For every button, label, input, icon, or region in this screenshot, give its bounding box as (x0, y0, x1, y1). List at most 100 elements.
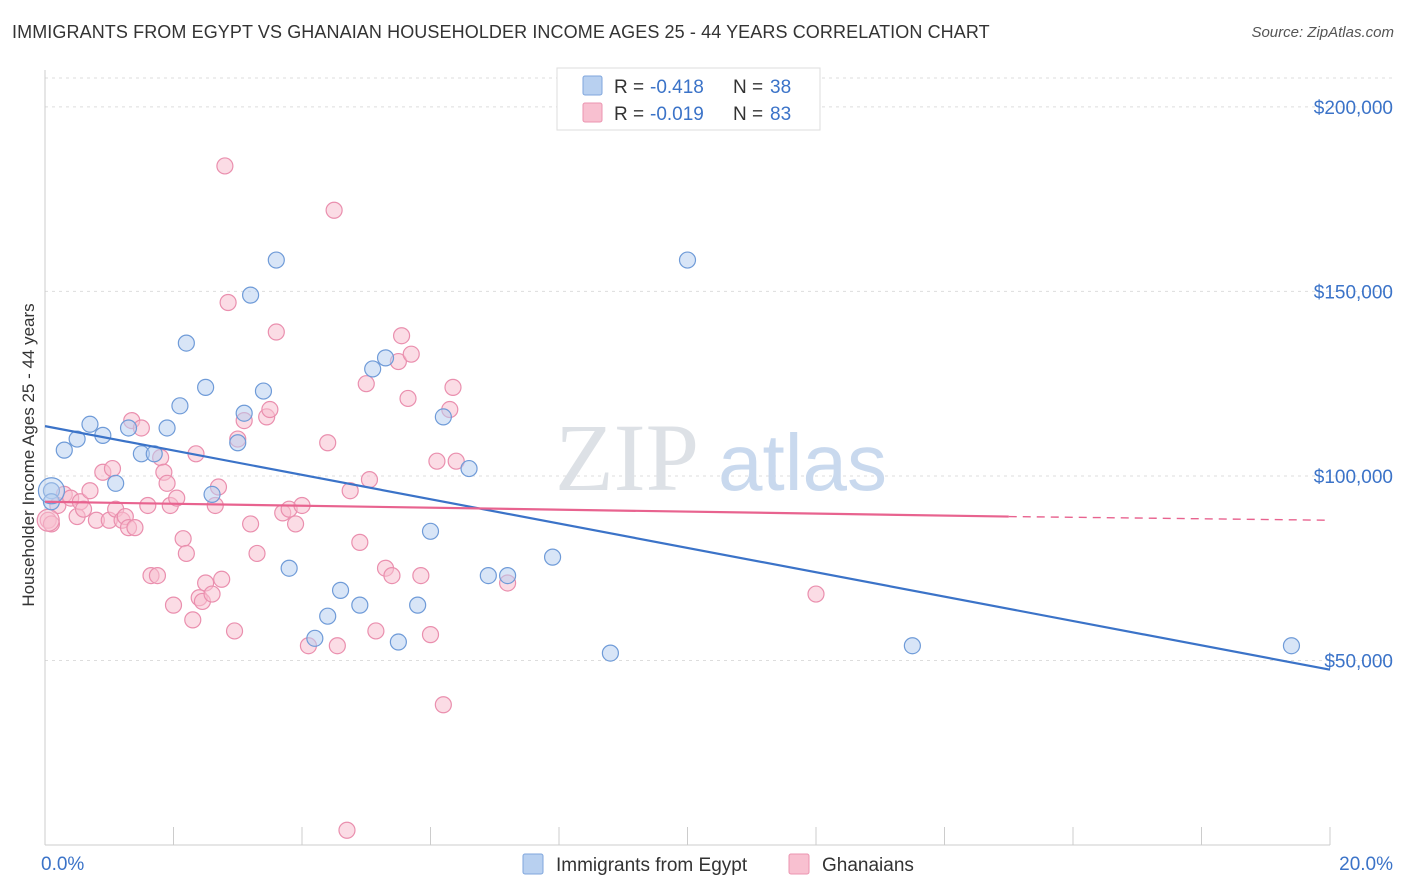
data-point-ghanaians (341, 482, 359, 500)
data-point-ghanaians (360, 471, 379, 489)
legend-swatch-egypt (522, 853, 544, 875)
data-point-ghanaians (242, 515, 260, 533)
data-point-ghanaians (392, 327, 411, 345)
data-point-egypt (409, 596, 427, 614)
data-point-ghanaians (36, 508, 60, 532)
data-point-egypt (434, 408, 452, 426)
data-point-ghanaians (261, 400, 279, 419)
watermark-zip: ZIP (555, 404, 699, 511)
data-point-egypt (543, 548, 562, 566)
data-point-ghanaians (328, 637, 346, 655)
x-tick-label: 0.0% (41, 854, 84, 875)
data-point-ghanaians (168, 489, 186, 507)
data-point-egypt (177, 334, 195, 352)
data-point-egypt (197, 378, 215, 396)
data-point-ghanaians (177, 544, 195, 563)
data-point-ghanaians (103, 459, 122, 478)
data-point-egypt (331, 581, 350, 599)
stats-n-label-ghanaians: N = (733, 104, 763, 125)
series-egypt-points (37, 251, 1301, 662)
data-point-egypt (319, 607, 337, 625)
data-point-egypt (601, 644, 620, 662)
data-point-ghanaians (447, 452, 465, 470)
data-point-ghanaians (428, 452, 446, 470)
data-point-ghanaians (807, 585, 825, 603)
stats-legend: R = -0.418 N = 38 R = -0.019 N = 83 (556, 67, 821, 131)
data-point-egypt (364, 360, 382, 378)
chart-title: IMMIGRANTS FROM EGYPT VS GHANAIAN HOUSEH… (12, 22, 990, 42)
stats-r-value-ghanaians: -0.019 (650, 104, 704, 125)
data-point-egypt (306, 629, 324, 647)
data-point-ghanaians (184, 611, 202, 629)
y-axis-label: Householder Income Ages 25 - 44 years (19, 303, 38, 606)
y-tick-labels: $50,000 $100,000 $150,000 $200,000 (1314, 98, 1393, 673)
data-point-egypt (376, 349, 395, 367)
data-point-egypt (254, 382, 273, 400)
data-point-ghanaians (174, 530, 192, 548)
y-tick-label: $50,000 (1324, 651, 1393, 672)
data-point-ghanaians (383, 566, 401, 585)
data-point-egypt (81, 415, 99, 433)
data-point-egypt (171, 397, 189, 415)
stats-swatch-egypt (582, 75, 603, 96)
series-ghanaians-points (36, 157, 825, 839)
y-tick-label: $200,000 (1314, 98, 1393, 119)
stats-swatch-ghanaians (582, 102, 603, 123)
data-point-egypt (421, 522, 440, 540)
data-point-egypt (235, 404, 253, 422)
data-point-egypt (479, 566, 497, 585)
data-point-ghanaians (421, 626, 440, 644)
data-point-ghanaians (139, 496, 157, 515)
data-point-egypt (55, 441, 73, 459)
gridlines (45, 77, 1395, 661)
data-point-egypt (678, 251, 697, 269)
data-point-egypt (460, 459, 478, 478)
data-point-egypt (389, 633, 407, 651)
trend-line-ghanaians-extension (1008, 515, 1331, 521)
data-point-egypt (68, 430, 86, 448)
watermark: ZIP atlas (555, 404, 887, 511)
data-point-egypt (903, 637, 921, 655)
data-point-ghanaians (351, 533, 369, 551)
data-point-egypt (1282, 637, 1301, 655)
stats-n-value-ghanaians: 83 (770, 104, 791, 125)
data-point-ghanaians (402, 345, 420, 363)
data-point-ghanaians (203, 585, 221, 603)
data-point-egypt (37, 477, 66, 505)
data-point-ghanaians (148, 566, 167, 585)
data-point-ghanaians (267, 323, 285, 341)
data-point-ghanaians (286, 515, 305, 533)
data-point-egypt (229, 434, 247, 452)
stats-r-value-egypt: -0.418 (650, 77, 704, 98)
data-point-egypt (267, 251, 285, 269)
data-point-egypt (351, 596, 369, 614)
trend-line-egypt (44, 425, 1331, 671)
data-point-ghanaians (74, 500, 93, 518)
data-point-ghanaians (357, 375, 375, 393)
legend-swatch-ghanaians (788, 853, 810, 875)
data-point-egypt (203, 485, 221, 504)
data-point-egypt (242, 286, 260, 304)
data-point-ghanaians (399, 389, 417, 408)
data-point-egypt (119, 419, 138, 437)
y-tick-label: $150,000 (1314, 282, 1393, 303)
data-point-ghanaians (338, 821, 356, 839)
data-point-egypt (107, 474, 125, 492)
data-point-ghanaians (367, 622, 385, 640)
y-tick-label: $100,000 (1314, 467, 1393, 488)
data-point-ghanaians (225, 622, 244, 640)
x-tick-label: 20.0% (1339, 854, 1393, 875)
data-point-ghanaians (319, 434, 337, 452)
data-point-ghanaians (219, 293, 237, 312)
x-tick-labels: 0.0% 20.0% (41, 854, 1393, 875)
data-point-egypt (158, 419, 176, 437)
legend-label-ghanaians: Ghanaians (822, 855, 914, 876)
data-point-ghanaians (412, 566, 430, 585)
data-point-egypt (499, 566, 517, 585)
trend-lines (44, 425, 1331, 671)
data-point-ghanaians (126, 519, 144, 537)
data-point-ghanaians (158, 474, 176, 492)
stats-r-label-ghanaians: R = (614, 104, 644, 125)
source-label: Source: ZipAtlas.com (1251, 24, 1394, 41)
